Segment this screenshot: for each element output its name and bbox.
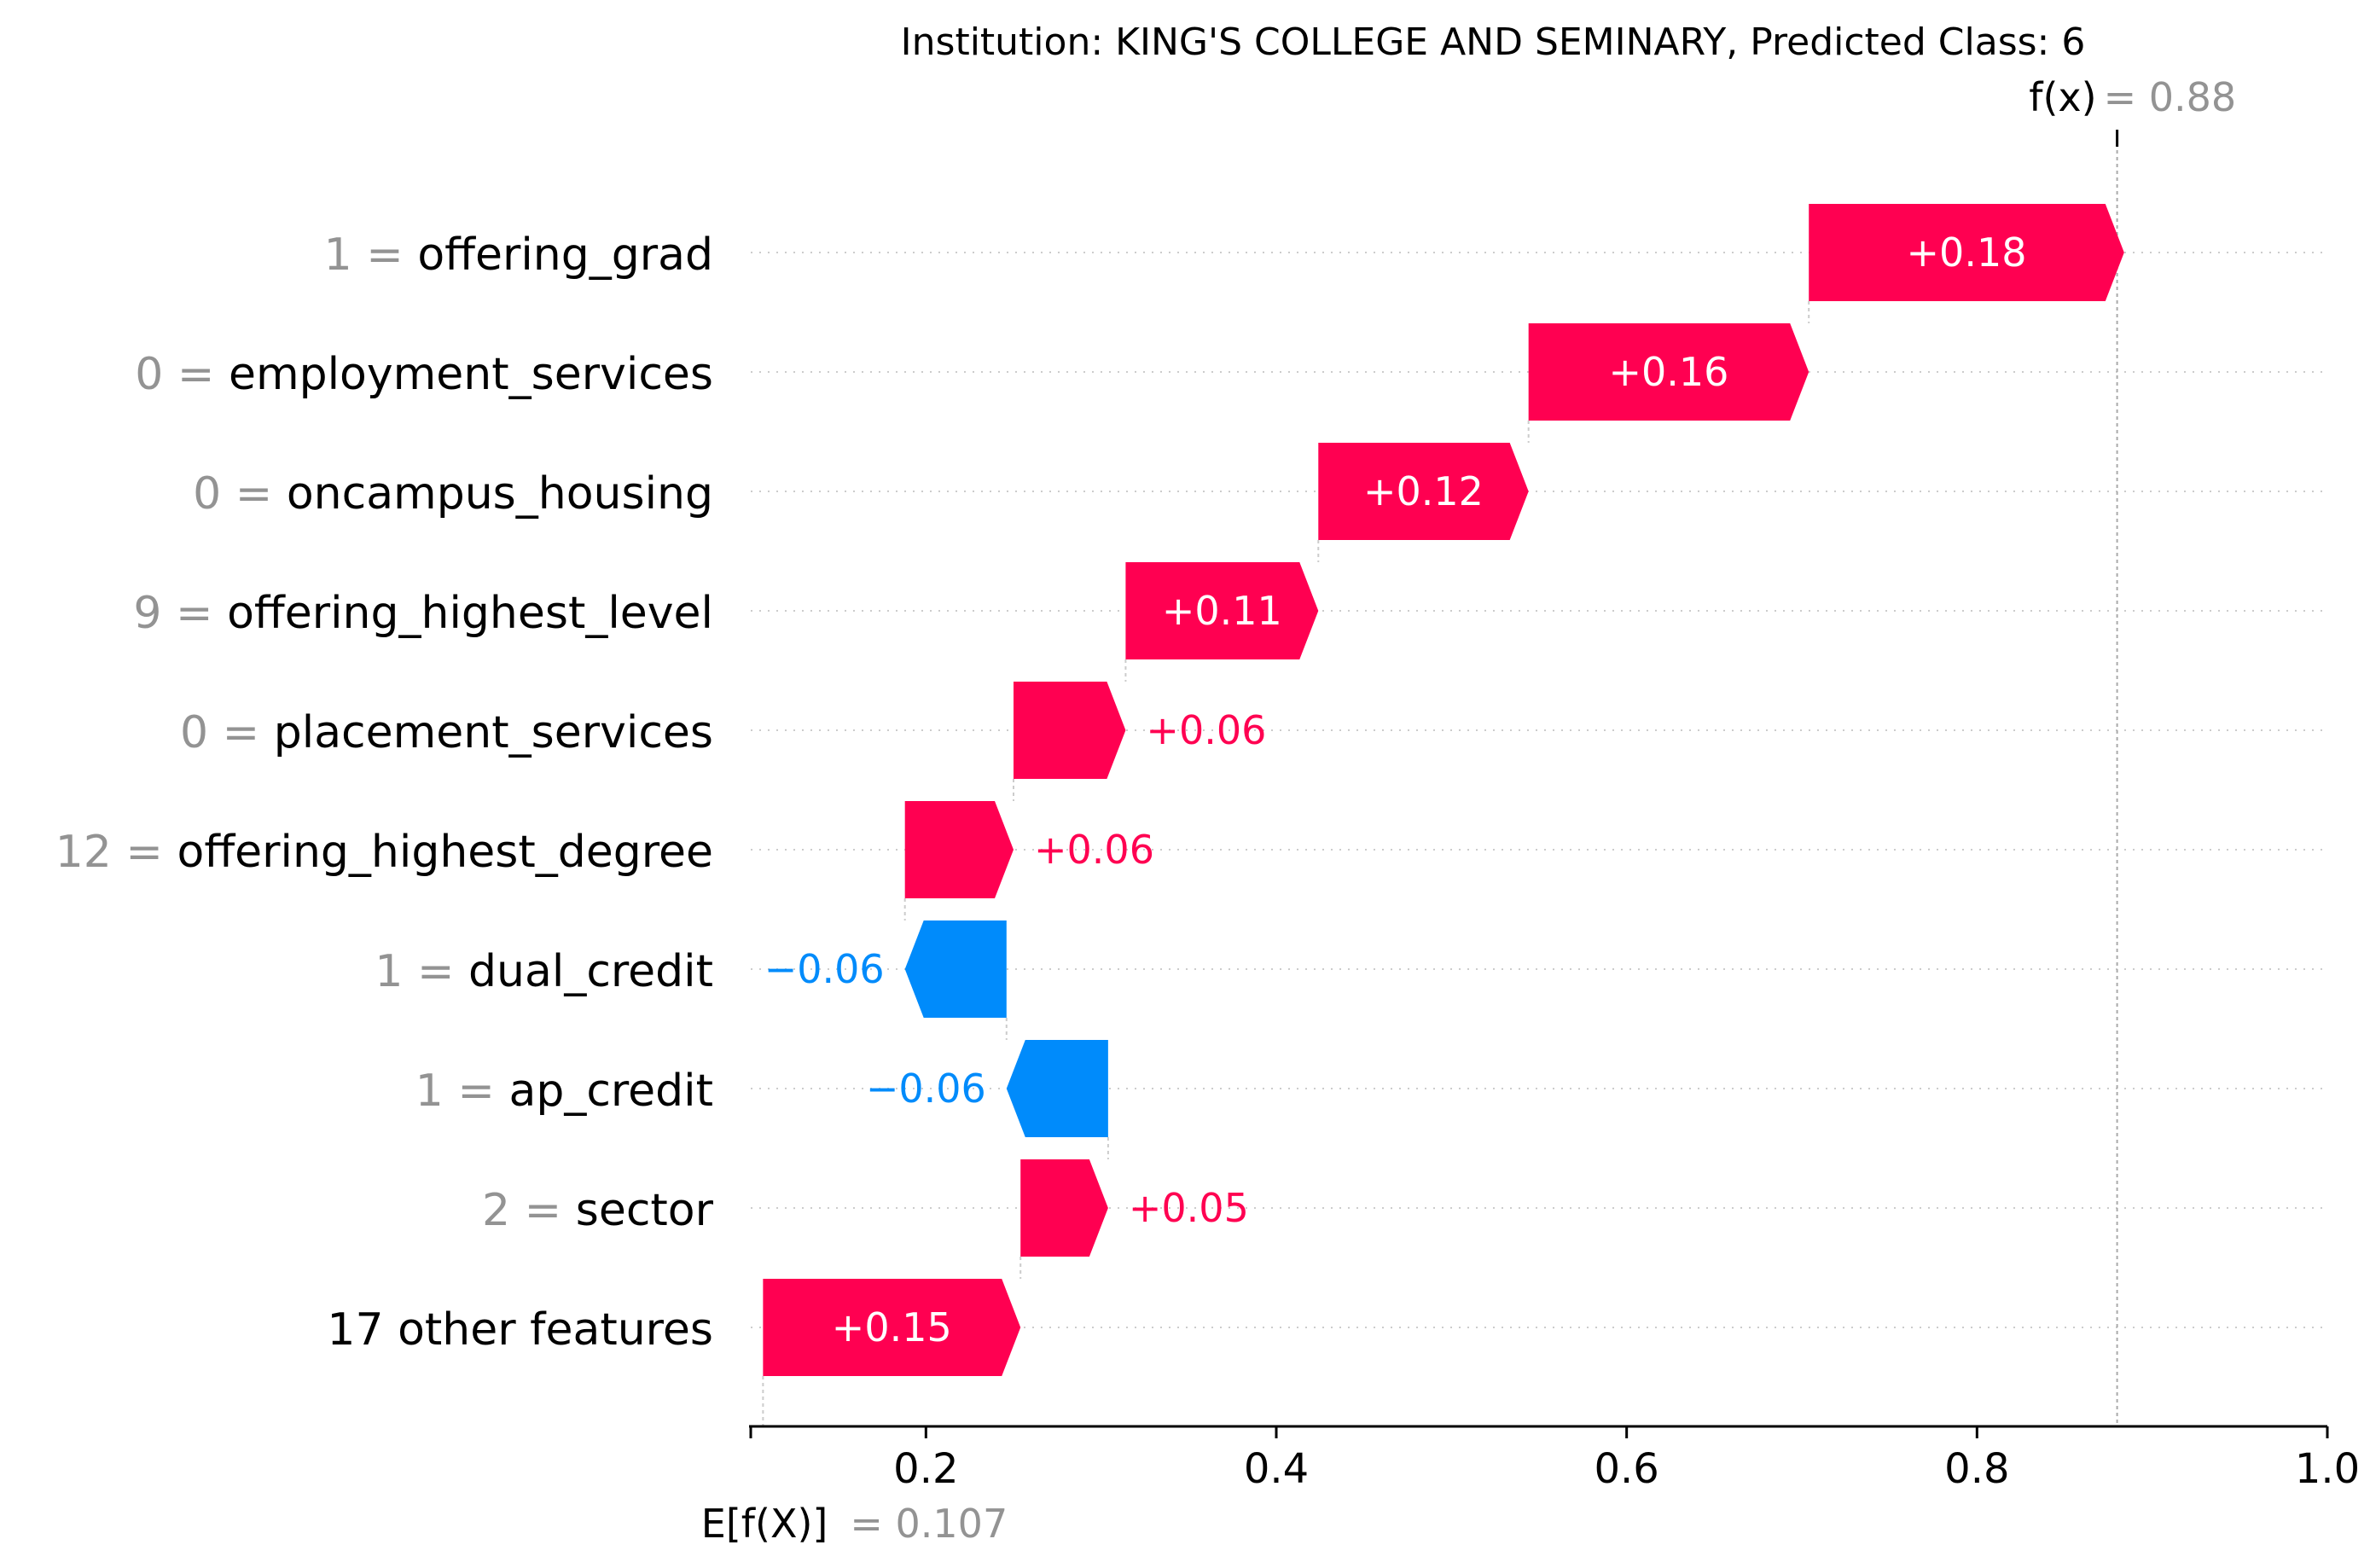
output-value: = 0.88 — [2104, 74, 2237, 120]
feature-value: 2 = — [482, 1185, 576, 1236]
bar-value-label: −0.06 — [764, 946, 885, 992]
waterfall-bar — [1528, 323, 1809, 421]
grid-layer — [751, 130, 2327, 1426]
x-tick-label: 0.2 — [893, 1445, 958, 1493]
bar-value-label: +0.06 — [1146, 707, 1266, 753]
feature-name: 17 other features — [327, 1304, 713, 1356]
feature-label: 1 = ap_credit — [415, 1066, 713, 1117]
chart-title: Institution: KING'S COLLEGE AND SEMINARY… — [901, 20, 2086, 64]
feature-name: dual_credit — [468, 946, 713, 997]
feature-value: 0 = — [135, 349, 229, 400]
bar-value-label: +0.12 — [1363, 468, 1484, 514]
bars-layer: +0.18 +0.16 +0.12 +0.11 +0.06 +0.06 −0.06 −0.06… — [763, 204, 2124, 1376]
feature-name: offering_highest_level — [227, 588, 713, 639]
x-tick-label: 0.6 — [1594, 1445, 1658, 1493]
bar-value-label: +0.18 — [1907, 229, 2027, 276]
bar-value-label: +0.16 — [1608, 349, 1728, 395]
base-label: E[f(X)] — [701, 1501, 828, 1547]
annotations-layer: f(x) = 0.88 E[f(X)] = 0.107 — [701, 74, 2236, 1547]
x-tick-label: 0.8 — [1944, 1445, 2009, 1493]
feature-label: 9 = offering_highest_level — [133, 588, 713, 639]
feature-label: 0 = oncampus_housing — [193, 468, 713, 520]
bar-value-label: +0.05 — [1129, 1185, 1249, 1231]
output-label: f(x) — [2029, 74, 2096, 120]
feature-label: 17 other features — [327, 1304, 713, 1356]
waterfall-bar — [1006, 1040, 1108, 1137]
feature-label: 1 = offering_grad — [324, 229, 713, 281]
waterfall-bar — [1809, 204, 2124, 301]
waterfall-bar — [1014, 682, 1126, 779]
feature-label: 0 = employment_services — [135, 349, 713, 400]
bar-value-label: +0.06 — [1034, 827, 1154, 873]
x-axis: 0.2 0.4 0.6 0.8 1.0 — [749, 1425, 2360, 1493]
feature-name: placement_services — [274, 707, 713, 758]
feature-name: offering_grad — [417, 229, 713, 281]
waterfall-bar — [1318, 443, 1529, 540]
feature-label: 12 = offering_highest_degree — [55, 827, 713, 878]
feature-value: 1 = — [324, 229, 418, 281]
feature-name: ap_credit — [508, 1066, 713, 1117]
feature-value: 0 = — [193, 468, 287, 520]
waterfall-bar — [904, 920, 1007, 1018]
feature-label: 2 = sector — [482, 1185, 714, 1236]
feature-label: 1 = dual_credit — [375, 946, 713, 997]
waterfall-bar — [1125, 562, 1319, 659]
feature-label: 0 = placement_services — [180, 707, 713, 758]
waterfall-bar — [763, 1279, 1021, 1376]
feature-name: offering_highest_degree — [177, 827, 714, 878]
bar-value-label: +0.15 — [832, 1304, 952, 1350]
feature-name: oncampus_housing — [287, 468, 713, 520]
base-value: = 0.107 — [850, 1501, 1008, 1547]
feature-value: 12 = — [55, 827, 177, 878]
x-tick-label: 0.4 — [1244, 1445, 1309, 1493]
feature-name: employment_services — [229, 349, 713, 400]
feature-value: 9 = — [133, 588, 227, 639]
feature-value: 1 = — [415, 1066, 509, 1117]
waterfall-bar — [904, 801, 1014, 898]
feature-value: 0 = — [180, 707, 274, 758]
x-tick-label: 1.0 — [2295, 1445, 2360, 1493]
feature-name: sector — [576, 1185, 714, 1236]
feature-labels-layer: 1 = offering_grad 0 = employment_services… — [55, 229, 714, 1356]
waterfall-bar — [1020, 1159, 1108, 1257]
bar-value-label: −0.06 — [866, 1066, 986, 1112]
bar-value-label: +0.11 — [1162, 588, 1282, 634]
feature-value: 1 = — [375, 946, 468, 997]
